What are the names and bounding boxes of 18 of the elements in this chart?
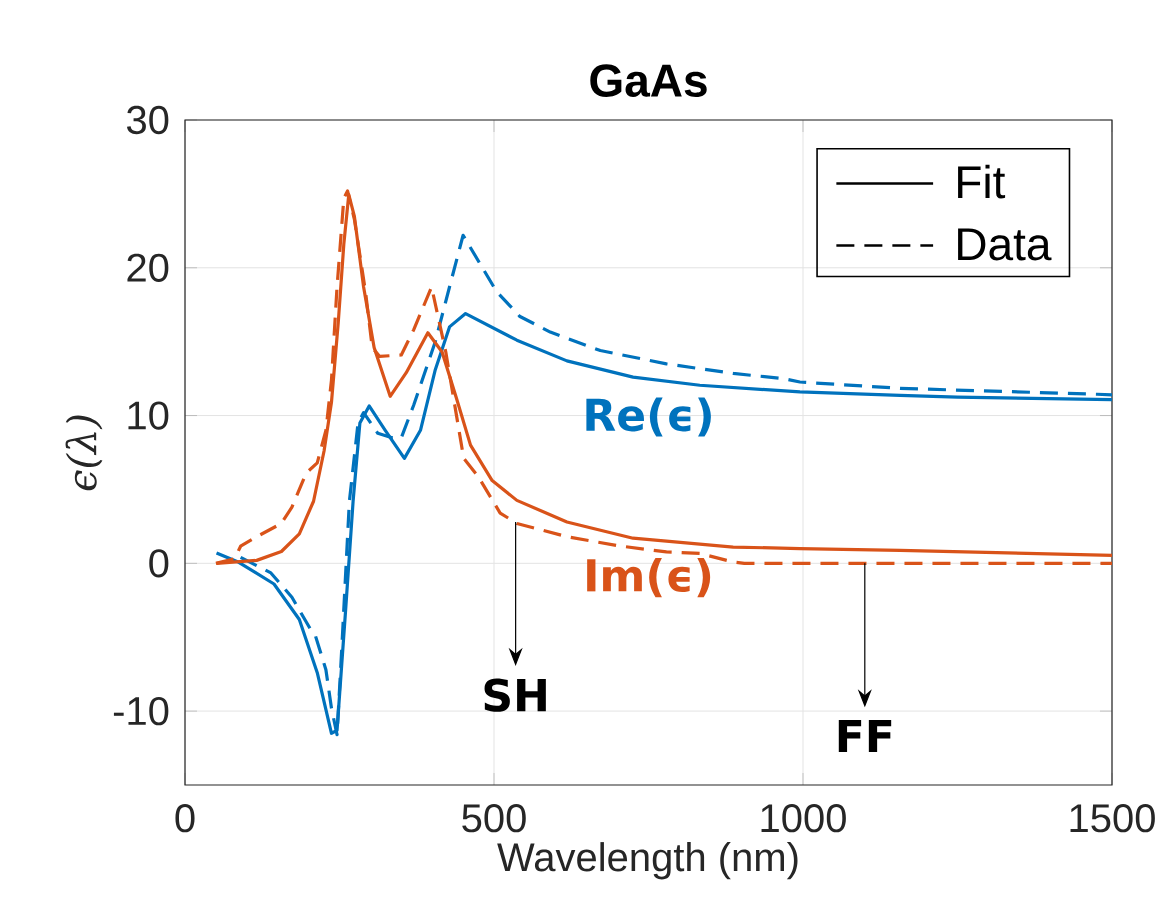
series-label: Im(ϵ) bbox=[587, 557, 711, 598]
y-tick-label: 20 bbox=[127, 253, 169, 282]
y-axis-title: ϵ(λ) bbox=[65, 415, 103, 491]
x-tick-label: 500 bbox=[462, 804, 526, 833]
y-tick-label: -10 bbox=[113, 696, 169, 726]
annotation: Fit bbox=[958, 164, 1006, 199]
annotation: Data bbox=[958, 228, 1052, 261]
x-tick-label: 1500 bbox=[1070, 804, 1155, 833]
annotation: SH bbox=[484, 678, 546, 712]
x-tick-label: 0 bbox=[175, 804, 195, 833]
annotation: FF bbox=[838, 719, 892, 752]
chart-title: GaAs bbox=[590, 64, 707, 97]
x-tick-label: 1000 bbox=[761, 804, 846, 833]
series-label: Re(ϵ) bbox=[586, 397, 711, 437]
y-tick-label: 10 bbox=[128, 401, 169, 430]
y-tick-label: 30 bbox=[126, 105, 169, 135]
x-axis-title: Wavelength (nm) bbox=[497, 842, 798, 880]
y-tick-label: 0 bbox=[149, 549, 169, 578]
